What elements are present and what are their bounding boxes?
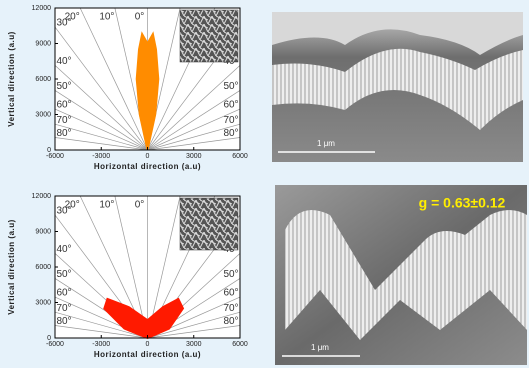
x-tick-label: -3000 — [92, 153, 110, 160]
angle-label: 70° — [56, 115, 71, 126]
sem-image-bottom: 1 μm g = 0.63±0.12 — [275, 185, 527, 365]
y-tick-label: 9000 — [35, 40, 51, 47]
annotation: g = 0.63±0.12 — [419, 195, 506, 211]
y-tick-label: 9000 — [35, 228, 51, 235]
scale-bar-label: 1 μm — [317, 139, 335, 148]
y-tick-label: 3000 — [35, 299, 51, 306]
angle-label: 80° — [223, 128, 238, 139]
angle-label: 70° — [223, 303, 238, 314]
angle-label: 0° — [135, 12, 145, 23]
y-tick-label: 6000 — [35, 264, 51, 271]
x-tick-label: -6000 — [46, 153, 64, 160]
y-axis-label: Vertical direction (a.u) — [7, 31, 16, 127]
angle-label: 60° — [56, 288, 71, 299]
x-tick-label: 6000 — [232, 341, 248, 348]
y-tick-label: 3000 — [35, 111, 51, 118]
y-tick-label: 12000 — [32, 193, 52, 200]
angle-label: 40° — [56, 244, 71, 255]
angle-label: 80° — [56, 128, 71, 139]
angle-label: 0° — [135, 200, 145, 211]
sem-image-top: 1 μm — [272, 12, 523, 162]
scale-bar-label: 1 μm — [311, 343, 329, 352]
angle-label: 40° — [56, 56, 71, 67]
angle-label: 70° — [223, 115, 238, 126]
angle-label: 80° — [223, 316, 238, 327]
x-axis-label: Horizontal direction (a.u) — [94, 350, 201, 359]
angle-label: 10° — [99, 12, 114, 23]
angle-label: 50° — [56, 269, 71, 280]
angle-label: 30° — [56, 206, 71, 217]
chart: 0°10°10°20°20°30°30°40°40°50°50°60°60°70… — [7, 193, 248, 359]
angle-label: 60° — [56, 100, 71, 111]
angle-label: 80° — [56, 316, 71, 327]
x-tick-label: -6000 — [46, 341, 64, 348]
y-tick-label: 12000 — [32, 5, 52, 12]
angle-label: 70° — [56, 303, 71, 314]
x-tick-label: 0 — [146, 153, 150, 160]
inset-image — [180, 10, 238, 62]
figure: 1 μm 1 μm g = 0.63±0.12 0°10°10°20°20°30… — [0, 0, 529, 368]
x-tick-label: -3000 — [92, 341, 110, 348]
angle-label: 10° — [99, 200, 114, 211]
x-axis-label: Horizontal direction (a.u) — [94, 162, 201, 171]
x-tick-label: 3000 — [186, 153, 202, 160]
angle-label: 60° — [223, 100, 238, 111]
angle-label: 50° — [223, 269, 238, 280]
y-tick-label: 6000 — [35, 76, 51, 83]
inset-image — [180, 198, 238, 250]
y-axis-label: Vertical direction (a.u) — [7, 219, 16, 315]
angle-label: 60° — [223, 288, 238, 299]
angle-label: 30° — [56, 18, 71, 29]
x-tick-label: 0 — [146, 341, 150, 348]
page: {"chart_data": [ {"type": "scatter", "xl… — [0, 0, 529, 368]
x-tick-label: 3000 — [186, 341, 202, 348]
x-tick-label: 6000 — [232, 153, 248, 160]
chart: 0°10°10°20°20°30°30°40°40°50°50°60°60°70… — [7, 5, 248, 171]
angle-label: 50° — [223, 81, 238, 92]
angle-label: 50° — [56, 81, 71, 92]
